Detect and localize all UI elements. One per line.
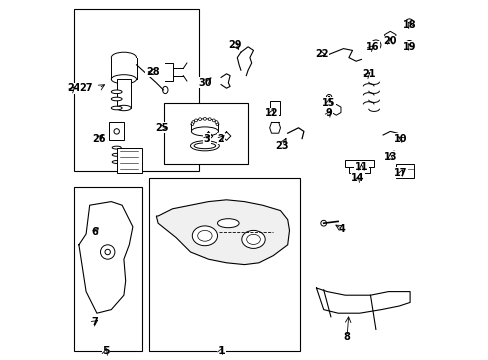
- Text: 1: 1: [217, 346, 224, 356]
- Text: 7: 7: [92, 317, 98, 327]
- Text: 12: 12: [264, 108, 278, 118]
- Ellipse shape: [192, 226, 217, 246]
- Text: 2: 2: [217, 134, 224, 144]
- Text: 13: 13: [383, 152, 396, 162]
- Bar: [117, 148, 142, 173]
- Text: 17: 17: [393, 168, 407, 178]
- Text: 28: 28: [145, 67, 159, 77]
- Ellipse shape: [111, 97, 122, 101]
- Text: 26: 26: [92, 134, 105, 144]
- Text: 24: 24: [67, 83, 80, 93]
- Text: 14: 14: [350, 173, 364, 183]
- Circle shape: [208, 118, 211, 121]
- Text: 8: 8: [343, 332, 350, 342]
- Ellipse shape: [197, 230, 212, 241]
- Text: 5: 5: [102, 346, 109, 356]
- Text: 27: 27: [79, 83, 93, 93]
- Ellipse shape: [111, 75, 136, 84]
- Bar: [191, 123, 218, 131]
- Ellipse shape: [392, 153, 394, 156]
- Ellipse shape: [407, 21, 411, 26]
- Ellipse shape: [191, 127, 218, 136]
- Circle shape: [190, 123, 193, 126]
- Ellipse shape: [101, 245, 115, 259]
- Circle shape: [215, 121, 218, 123]
- Text: 29: 29: [228, 40, 242, 50]
- Ellipse shape: [111, 90, 122, 94]
- Text: 30: 30: [198, 78, 211, 88]
- Ellipse shape: [117, 105, 131, 111]
- Text: 20: 20: [383, 36, 396, 46]
- Text: 23: 23: [275, 141, 288, 151]
- Text: 16: 16: [365, 42, 378, 52]
- Ellipse shape: [105, 249, 110, 255]
- Bar: [269, 101, 280, 115]
- Text: 25: 25: [155, 123, 168, 133]
- Ellipse shape: [241, 230, 264, 248]
- Text: 10: 10: [393, 134, 407, 144]
- Circle shape: [203, 117, 206, 120]
- Ellipse shape: [112, 161, 121, 163]
- Text: 15: 15: [322, 98, 335, 108]
- Ellipse shape: [112, 153, 121, 156]
- Ellipse shape: [191, 119, 218, 130]
- Text: 9: 9: [325, 108, 332, 118]
- Text: 19: 19: [403, 42, 416, 52]
- Text: 21: 21: [361, 69, 375, 79]
- Polygon shape: [156, 200, 289, 265]
- Bar: [73, 9, 199, 171]
- Ellipse shape: [407, 43, 411, 47]
- Ellipse shape: [111, 106, 122, 110]
- Circle shape: [216, 123, 219, 126]
- Ellipse shape: [112, 146, 121, 149]
- Ellipse shape: [404, 19, 413, 28]
- Text: 4: 4: [338, 224, 345, 234]
- Circle shape: [198, 118, 201, 121]
- Circle shape: [194, 119, 197, 122]
- Ellipse shape: [389, 151, 397, 158]
- Bar: [73, 187, 142, 351]
- Text: 22: 22: [314, 49, 328, 59]
- Text: 11: 11: [354, 162, 367, 172]
- Circle shape: [212, 119, 215, 122]
- Ellipse shape: [370, 40, 380, 50]
- Bar: [149, 178, 300, 351]
- Ellipse shape: [194, 143, 215, 149]
- Ellipse shape: [114, 129, 119, 134]
- Bar: [109, 122, 123, 140]
- Bar: [395, 164, 413, 178]
- Ellipse shape: [246, 234, 260, 244]
- Circle shape: [320, 220, 326, 226]
- Bar: [111, 58, 136, 79]
- Ellipse shape: [190, 141, 219, 151]
- Text: 6: 6: [92, 227, 98, 237]
- Ellipse shape: [163, 86, 168, 94]
- Ellipse shape: [404, 41, 413, 50]
- Bar: [345, 160, 373, 167]
- Text: 3: 3: [203, 134, 210, 144]
- Ellipse shape: [111, 52, 136, 63]
- Ellipse shape: [325, 95, 331, 100]
- Bar: [348, 167, 370, 173]
- Ellipse shape: [217, 219, 239, 228]
- Ellipse shape: [373, 43, 377, 47]
- Bar: [117, 79, 131, 108]
- Circle shape: [191, 121, 194, 123]
- Text: 18: 18: [403, 20, 416, 30]
- Bar: [163, 103, 247, 164]
